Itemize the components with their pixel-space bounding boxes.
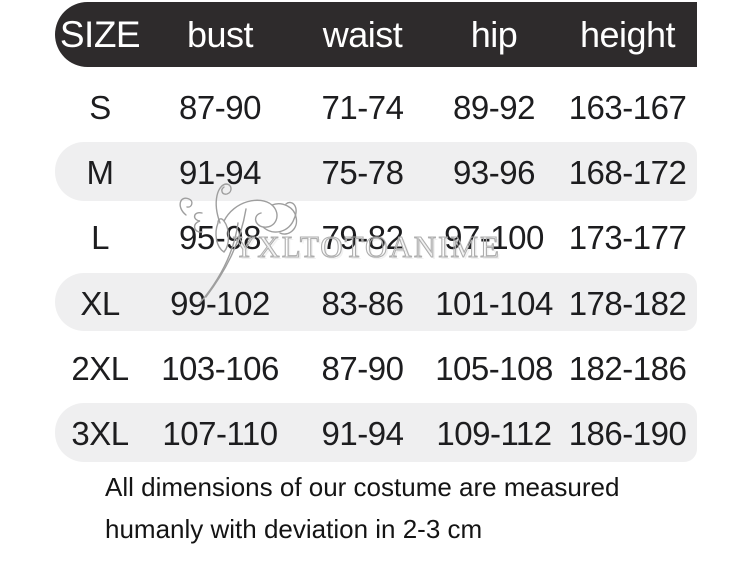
table-row-3xl: 3XL 107-110 91-94 109-112 186-190 [55,401,697,466]
hip-value: 93-96 [453,153,535,191]
size-label: 2XL [71,349,129,387]
size-label: 3XL [71,415,129,453]
height-value: 168-172 [568,153,687,191]
table-row-s: S 87-90 71-74 89-92 163-167 [55,75,697,140]
size-label: M [86,153,115,191]
bust-value: 91-94 [179,153,261,191]
size-chart-body: S 87-90 71-74 89-92 163-167 M 91-94 75-7… [55,75,697,467]
bust-value: 99-102 [170,284,270,322]
height-value: 173-177 [568,219,687,257]
height-value: 186-190 [568,415,687,453]
bust-value: 95-98 [179,219,261,257]
measurement-note: All dimensions of our costume are measur… [105,466,619,550]
bust-value: 103-106 [161,349,279,387]
hip-value: 97-100 [444,219,544,257]
table-row-m: M 91-94 75-78 93-96 168-172 [55,140,697,205]
header-hip: hip [470,13,518,55]
height-value: 178-182 [568,284,687,322]
header-size: SIZE [59,13,141,55]
waist-value: 91-94 [321,415,404,453]
table-row-2xl: 2XL 103-106 87-90 105-108 182-186 [55,336,697,401]
hip-value: 105-108 [435,349,553,387]
table-row-xl: XL 99-102 83-86 101-104 178-182 [55,271,697,336]
measurement-note-line1: All dimensions of our costume are measur… [105,472,620,502]
hip-value: 101-104 [435,284,553,322]
height-value: 182-186 [568,349,687,387]
header-waist: waist [322,13,403,55]
hip-value: 109-112 [436,415,552,453]
waist-value: 87-90 [321,349,404,387]
waist-value: 75-78 [321,153,404,191]
bust-value: 107-110 [162,415,278,453]
size-chart-header-row: SIZE bust waist hip height [55,2,697,67]
height-value: 163-167 [568,88,687,126]
hip-value: 89-92 [453,88,535,126]
header-bust: bust [186,13,254,55]
size-label: XL [80,284,120,322]
size-label: L [91,219,109,257]
waist-value: 83-86 [321,284,404,322]
waist-value: 79-82 [321,219,404,257]
table-row-l: L 95-98 79-82 97-100 173-177 [55,206,697,271]
header-height: height [579,13,676,55]
waist-value: 71-74 [321,88,404,126]
bust-value: 87-90 [179,88,261,126]
size-label: S [89,88,111,126]
measurement-note-line2: humanly with deviation in 2-3 cm [105,514,483,544]
